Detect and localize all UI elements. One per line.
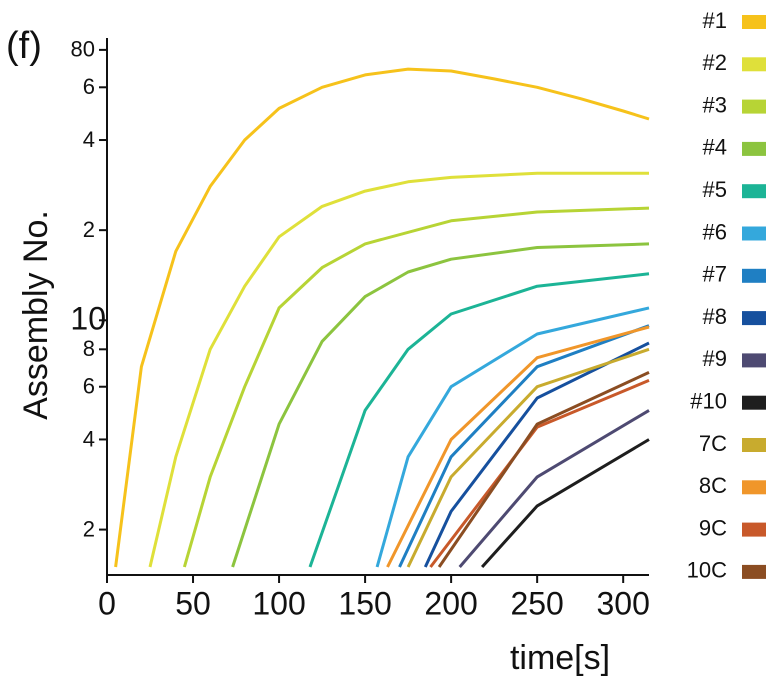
legend-swatch <box>742 99 766 114</box>
legend-label: #9 <box>703 346 727 371</box>
series-line <box>386 325 650 568</box>
series-line <box>148 171 649 568</box>
series-line <box>429 379 650 568</box>
legend-swatch <box>742 226 766 241</box>
legend-swatch <box>742 564 766 579</box>
x-tick-label: 50 <box>175 585 211 621</box>
x-tick-label: 200 <box>424 585 477 621</box>
series-line <box>437 371 650 568</box>
y-tick-label: 6 <box>83 74 95 99</box>
legend-swatch <box>742 522 766 537</box>
x-tick-label: 0 <box>98 585 116 621</box>
legend-swatch <box>742 268 766 283</box>
y-tick-label: 8 <box>83 336 95 361</box>
legend-swatch <box>742 395 766 410</box>
legend-label: 7C <box>699 431 727 456</box>
series-line <box>458 409 650 568</box>
legend-label: #7 <box>703 262 727 287</box>
legend-swatch <box>742 438 766 452</box>
legend-label: #5 <box>703 177 727 202</box>
x-tick-label: 150 <box>338 585 391 621</box>
y-tick-label: 4 <box>83 426 95 451</box>
legend-swatch <box>742 353 766 368</box>
x-axis-label: time[s] <box>510 639 610 677</box>
y-tick-label: 4 <box>83 127 95 152</box>
legend-swatch <box>742 141 766 156</box>
legend-label: #1 <box>703 8 727 33</box>
series-line <box>308 272 650 568</box>
legend-label: #8 <box>703 304 727 329</box>
y-tick-label: 6 <box>83 374 95 399</box>
series-line <box>231 242 650 568</box>
series-line <box>398 324 650 568</box>
series-line <box>182 206 650 568</box>
legend-swatch <box>742 57 766 72</box>
y-tick-label: 2 <box>83 217 95 242</box>
legend-label: #6 <box>703 219 727 244</box>
y-axis-label: Assembly No. <box>17 210 55 420</box>
legend-swatch <box>742 480 766 495</box>
series-line <box>114 67 650 568</box>
panel-label: (f) <box>6 25 42 67</box>
y-tick-label: 80 <box>71 37 95 62</box>
legend-label: 9C <box>699 515 727 540</box>
series-line <box>480 438 650 569</box>
series-line <box>375 306 650 568</box>
legend-label: #10 <box>690 389 727 414</box>
x-tick-label: 300 <box>596 585 649 621</box>
series-line <box>406 347 650 568</box>
legend-swatch <box>742 15 766 29</box>
y-tick-label: 10 <box>70 301 106 337</box>
legend-label: #2 <box>703 50 727 75</box>
legend-label: 10C <box>687 558 727 583</box>
legend-label: #3 <box>703 92 727 117</box>
legend-swatch <box>742 184 766 199</box>
legend-label: 8C <box>699 473 727 498</box>
y-tick-label: 2 <box>83 516 95 541</box>
x-tick-label: 100 <box>252 585 305 621</box>
legend-swatch <box>742 311 766 326</box>
legend-label: #4 <box>703 135 727 160</box>
x-tick-label: 250 <box>510 585 563 621</box>
series-line <box>423 341 650 568</box>
